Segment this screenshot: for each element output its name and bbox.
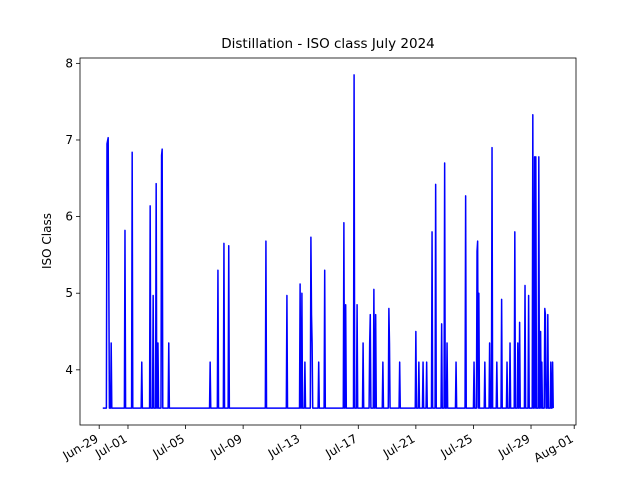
y-tick-label: 6 [65,210,73,224]
y-tick-label: 5 [65,286,73,300]
y-axis-label: ISO Class [40,213,54,269]
y-tick-label: 4 [65,363,73,377]
y-tick-label: 8 [65,56,73,70]
y-tick-label: 7 [65,133,73,147]
chart-title: Distillation - ISO class July 2024 [221,36,435,52]
data-line [102,74,554,409]
plot-frame [79,57,577,426]
